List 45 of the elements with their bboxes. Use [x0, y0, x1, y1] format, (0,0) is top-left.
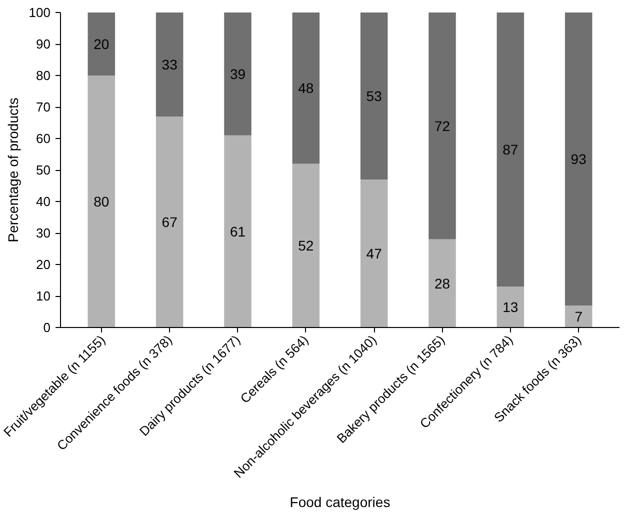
- data-label: 53: [366, 88, 382, 104]
- data-label: 67: [162, 214, 178, 230]
- y-tick-label: 70: [36, 100, 51, 114]
- data-label: 80: [94, 194, 110, 210]
- bar: [88, 76, 116, 328]
- data-label: 52: [298, 238, 314, 254]
- y-tick-label: 40: [36, 194, 51, 209]
- data-label: 20: [94, 36, 110, 52]
- y-tick-label: 60: [36, 131, 51, 146]
- y-axis-title: Percentage of products: [4, 98, 21, 242]
- bar: [224, 135, 252, 328]
- bar: [88, 12, 116, 76]
- data-label: 39: [230, 66, 246, 82]
- bar: [496, 286, 524, 328]
- data-label: 28: [434, 275, 450, 292]
- y-tick-label: 0: [43, 320, 51, 335]
- data-label: 7: [574, 308, 583, 324]
- bar: [564, 12, 592, 306]
- y-tick-label: 90: [36, 36, 51, 52]
- bar: [360, 12, 388, 180]
- bar: [428, 239, 456, 328]
- data-label: 48: [298, 80, 314, 96]
- data-label: 33: [162, 56, 178, 72]
- data-label: 61: [230, 223, 246, 240]
- bar: [292, 12, 320, 164]
- bar: [156, 12, 184, 116]
- y-tick-label: 50: [36, 162, 51, 178]
- data-label: 72: [434, 118, 450, 134]
- data-label: 93: [570, 150, 587, 167]
- y-tick-label: 30: [36, 226, 51, 240]
- bar: [224, 12, 252, 136]
- y-tick-label: 80: [36, 68, 51, 83]
- bar: [496, 12, 524, 287]
- y-tick-label: 10: [36, 288, 51, 304]
- bar: [564, 305, 592, 328]
- x-axis-title: Food categories: [290, 494, 390, 510]
- bar: [360, 179, 388, 328]
- data-label: 13: [502, 299, 518, 316]
- y-tick-label: 20: [36, 257, 51, 272]
- bar: [428, 12, 456, 240]
- y-tick-label: 100: [28, 5, 51, 20]
- data-label: 47: [366, 245, 382, 262]
- bar: [292, 164, 320, 328]
- bar: [156, 116, 184, 328]
- data-label: 87: [502, 142, 518, 158]
